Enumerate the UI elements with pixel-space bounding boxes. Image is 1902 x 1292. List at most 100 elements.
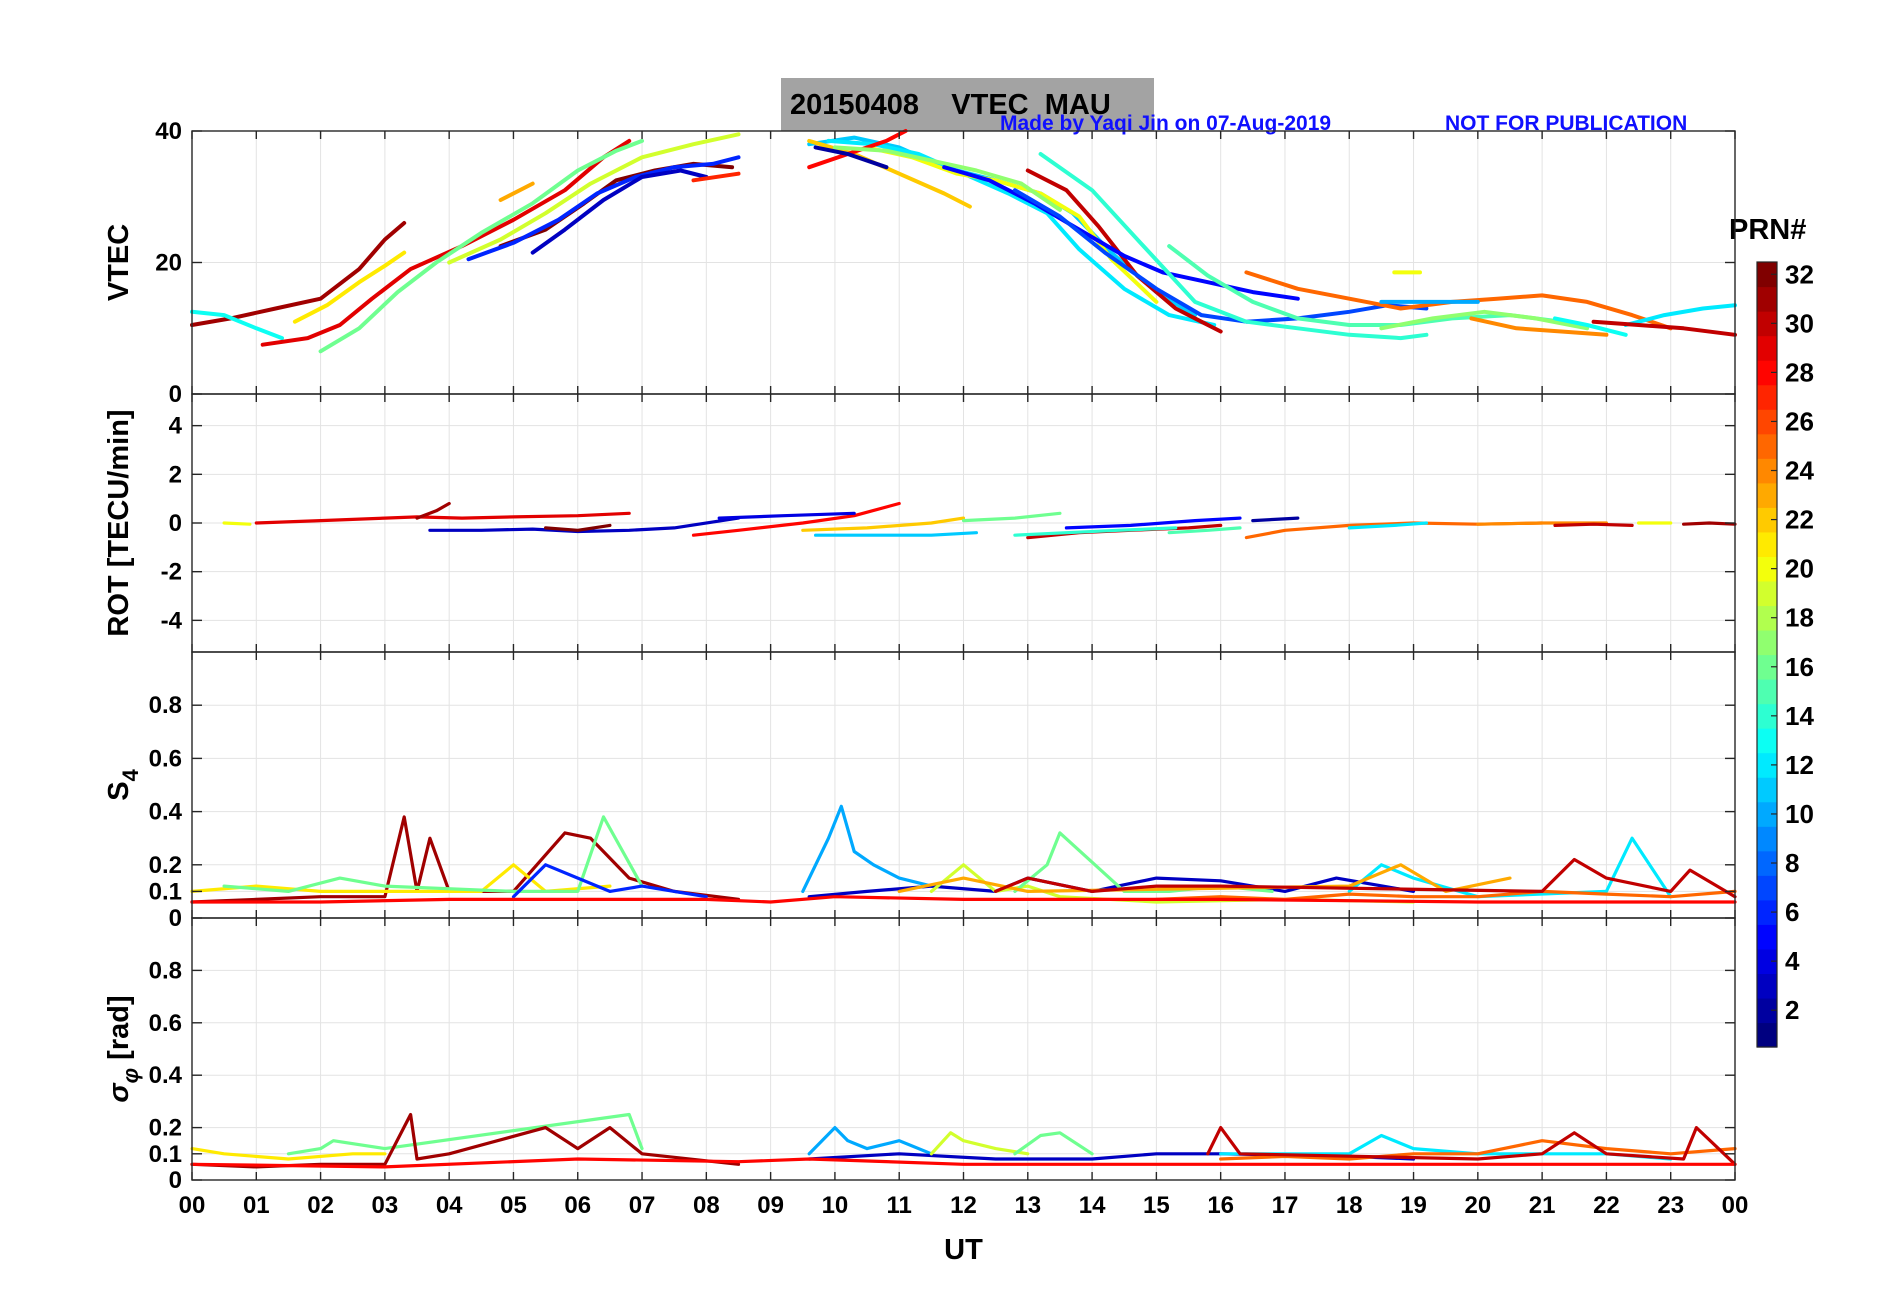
y-label-main: σ — [103, 1082, 135, 1103]
x-tick-label: 17 — [1272, 1192, 1299, 1219]
x-axis-label: UT — [944, 1234, 983, 1266]
colorbar-tick-label: 18 — [1785, 603, 1814, 633]
y-tick-label: 20 — [155, 250, 182, 277]
x-tick-label: 20 — [1464, 1192, 1491, 1219]
y-tick-label: 0.6 — [149, 745, 182, 772]
colorbar-tick-label: 12 — [1785, 750, 1814, 780]
y-axis-label-rot: ROT [TECU/min] — [103, 409, 135, 636]
series-line-rot-0 — [222, 521, 252, 526]
colorbar-segment — [1757, 948, 1777, 975]
colorbar-segment — [1757, 433, 1777, 459]
y-tick-label: 0.2 — [149, 852, 182, 879]
series-line-s4-2 — [222, 815, 644, 894]
colorbar-tick-label: 26 — [1785, 406, 1814, 436]
x-tick-label: 16 — [1207, 1192, 1234, 1219]
x-tick-label: 01 — [243, 1192, 270, 1219]
colorbar-frame — [1756, 261, 1778, 1048]
series-line-vtec-3 — [260, 138, 632, 347]
y-label-sub: 4 — [118, 768, 143, 781]
series-line-vtec-25 — [1469, 316, 1609, 337]
y-tick-label: -2 — [161, 559, 182, 586]
y-label-sub: φ — [118, 1068, 143, 1083]
colorbar-segment — [1757, 752, 1777, 778]
title-box — [781, 78, 1154, 131]
series-line-rot-8 — [813, 531, 979, 537]
colorbar-segment — [1757, 531, 1777, 557]
colorbar-segment — [1757, 777, 1777, 803]
series-line-vtec-7 — [466, 155, 741, 262]
series-line-vtec-10 — [498, 181, 535, 202]
y-label-main: S — [103, 781, 135, 800]
series-line-sigma_phi-1 — [286, 1112, 644, 1156]
series-line-vtec-2 — [190, 309, 284, 341]
x-tick-label: 21 — [1529, 1192, 1556, 1219]
author-credit: Made by Yaqi Jin on 07-Aug-2019 — [1000, 112, 1332, 135]
y-tick-label: 0 — [169, 905, 182, 932]
y-tick-label: 0.6 — [149, 1010, 182, 1037]
colorbar-segment — [1757, 580, 1777, 607]
x-tick-label: 08 — [693, 1192, 720, 1219]
colorbar-tick-label: 28 — [1785, 357, 1814, 387]
colorbar-segment — [1757, 875, 1777, 901]
x-tick-label: 22 — [1593, 1192, 1620, 1219]
y-tick-label: 4 — [169, 413, 183, 440]
colorbar-segment — [1757, 801, 1777, 827]
colorbar-tick-label: 16 — [1785, 652, 1814, 682]
x-tick-label: 06 — [564, 1192, 591, 1219]
colorbar-segment — [1757, 360, 1777, 386]
colorbar-segment — [1757, 654, 1777, 680]
colorbar-segment — [1757, 556, 1777, 582]
colorbar-tick-label: 4 — [1785, 946, 1800, 976]
series-line-sigma_phi-3 — [807, 1125, 934, 1156]
y-axis-label-sigma_phi: σφ [rad] — [103, 995, 143, 1102]
colorbar-segment — [1757, 384, 1777, 410]
x-tick-label: 14 — [1079, 1192, 1106, 1219]
y-tick-label: 0 — [169, 510, 182, 537]
y-tick-label: 0 — [169, 1167, 182, 1194]
colorbar-tick-label: 14 — [1785, 701, 1814, 731]
colorbar-segment — [1757, 311, 1777, 337]
x-tick-label: 15 — [1143, 1192, 1170, 1219]
y-tick-label: 2 — [169, 461, 182, 488]
series-line-vtec-11 — [807, 135, 1197, 318]
x-tick-label: 09 — [757, 1192, 784, 1219]
colorbar-segment — [1757, 679, 1777, 705]
x-tick-label: 04 — [436, 1192, 463, 1219]
series-line-vtec-20 — [1012, 188, 1429, 324]
series-line-sigma_phi-9 — [1206, 1125, 1737, 1166]
colorbar-segment — [1757, 997, 1777, 1024]
series-line-vtec-15 — [807, 129, 908, 170]
series-line-sigma_phi-5 — [929, 1131, 1030, 1156]
x-tick-label: 00 — [179, 1192, 206, 1219]
colorbar-segment — [1757, 899, 1777, 925]
colorbar-segment — [1757, 409, 1777, 435]
colorbar-segment — [1757, 973, 1777, 999]
x-tick-label: 00 — [1722, 1192, 1749, 1219]
x-tick-label: 10 — [822, 1192, 849, 1219]
series-line-vtec-12 — [826, 138, 1217, 327]
colorbar-segment — [1757, 703, 1777, 729]
series-line-s4-10 — [1154, 889, 1737, 902]
colorbar-tick-label: 32 — [1785, 259, 1814, 289]
series-line-rot-11 — [1013, 526, 1178, 537]
series-line-s4-3 — [801, 804, 934, 894]
colorbar-segment — [1757, 1022, 1777, 1048]
series-line-vtec-29 — [1591, 319, 1737, 337]
y-tick-label: 0.4 — [149, 1062, 183, 1089]
colorbar-segment — [1757, 458, 1777, 484]
colorbar-tick-label: 6 — [1785, 897, 1799, 927]
colorbar-segment — [1757, 629, 1777, 656]
colorbar-tick-label: 10 — [1785, 799, 1814, 829]
colorbar-segment — [1757, 507, 1777, 533]
x-tick-label: 13 — [1014, 1192, 1041, 1219]
colorbar-tick-label: 20 — [1785, 554, 1814, 584]
y-tick-label: 0.8 — [149, 957, 182, 984]
colorbar-segment — [1757, 482, 1777, 508]
panel-rot: -4 -2 0 2 4 ROT [TECU/min] — [103, 393, 1737, 653]
y-tick-label: 0.1 — [149, 1141, 182, 1168]
y-tick-label: 0 — [169, 381, 182, 408]
x-tick-label: 07 — [629, 1192, 656, 1219]
x-tick-label: 03 — [372, 1192, 399, 1219]
series-line-vtec-8 — [530, 168, 709, 255]
colorbar-segment — [1757, 262, 1777, 288]
